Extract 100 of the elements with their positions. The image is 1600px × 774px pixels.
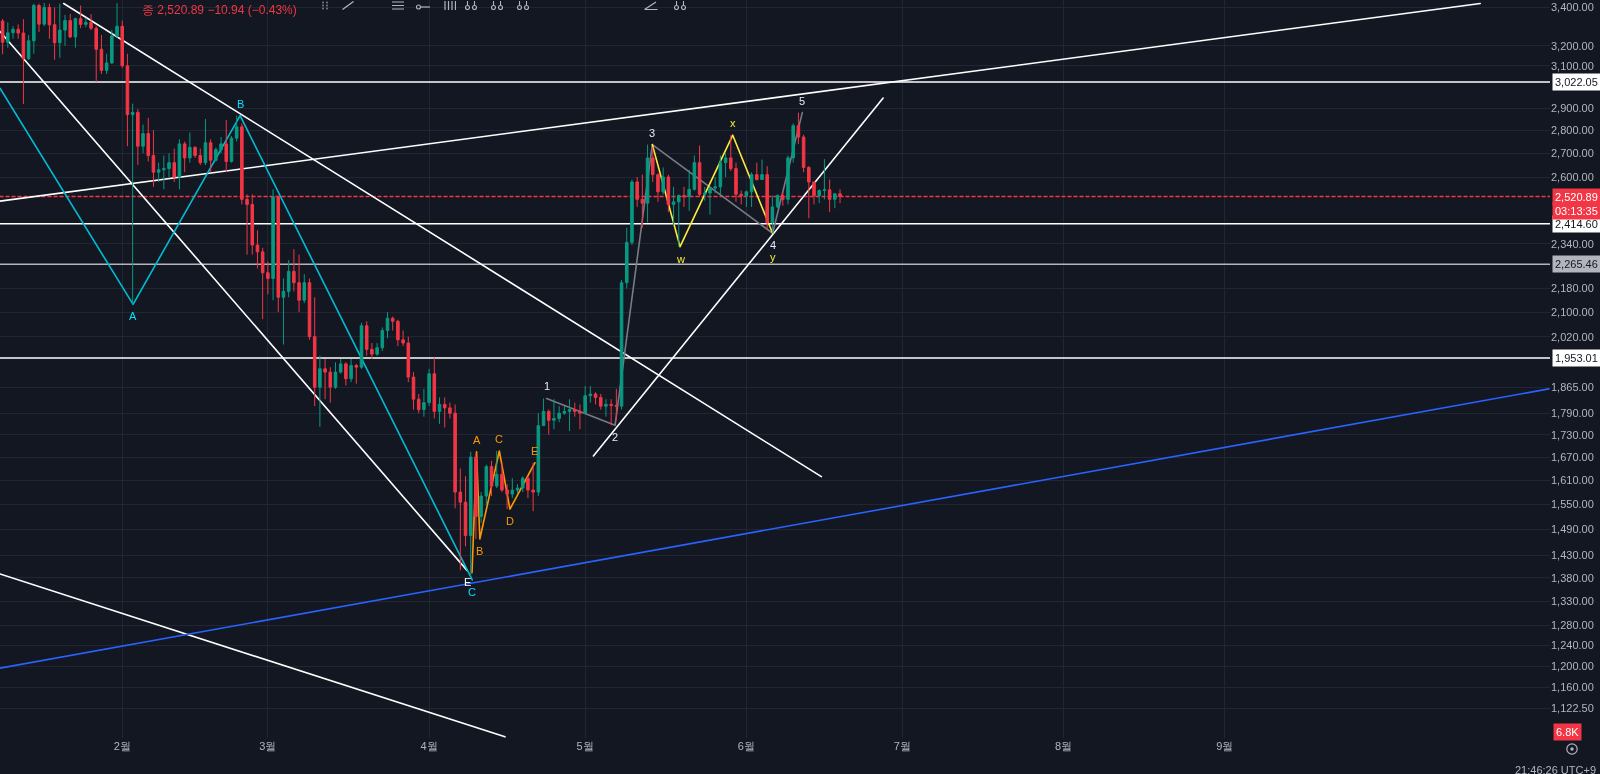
x-tick-label: 3월: [259, 740, 277, 752]
candlestick: [755, 162, 759, 182]
annotation: x: [730, 117, 736, 129]
y-tick-label: 3,100.00: [1551, 59, 1594, 72]
candlestick: [68, 13, 72, 39]
candlestick: [489, 460, 494, 497]
candlestick: [73, 17, 78, 49]
candlestick: [271, 188, 275, 301]
candlestick: [333, 361, 338, 390]
candlestick: [463, 475, 468, 547]
candlestick: [312, 296, 317, 407]
y-tick-label: 1,240.00: [1551, 639, 1594, 652]
candlestick: [468, 451, 473, 577]
candlestick: [203, 118, 208, 166]
candlestick: [474, 452, 478, 540]
text: 03:13:35: [1555, 205, 1598, 217]
candlestick: [411, 371, 416, 411]
candlestick: [42, 2, 46, 27]
annotation: 종 2,520.89 −10.94 (−0.43%): [142, 3, 297, 17]
candlestick: [385, 311, 390, 339]
y-tick-label: 1,730.00: [1551, 428, 1594, 441]
candlestick: [770, 195, 775, 234]
candlestick: [151, 129, 156, 188]
candlestick: [37, 3, 41, 33]
candlestick: [567, 398, 572, 432]
x-tick-label: 8월: [1055, 740, 1073, 752]
candlestick: [208, 138, 213, 173]
y-tick-label: 2,340.00: [1551, 237, 1594, 250]
candlestick: [224, 119, 229, 173]
candlestick: [177, 138, 182, 190]
y-tick-label: 1,790.00: [1551, 407, 1594, 420]
candlestick: [172, 148, 177, 183]
annotation: E: [531, 445, 539, 457]
annotation: A: [129, 310, 137, 322]
candlestick: [255, 229, 260, 269]
candlestick: [432, 357, 437, 419]
candlestick: [84, 17, 88, 28]
candlestick: [354, 363, 359, 385]
y-tick-label: 1,380.00: [1551, 571, 1594, 584]
x-tick-label: 2월: [113, 740, 131, 752]
candlestick: [775, 193, 780, 209]
y-tick-label: 1,330.00: [1551, 594, 1594, 607]
candlestick: [749, 171, 754, 208]
y-tick-label: 2,600.00: [1551, 170, 1594, 183]
candlestick: [146, 117, 151, 162]
x-tick-label: 6월: [737, 740, 755, 752]
candlestick: [796, 112, 801, 145]
candlestick: [760, 159, 764, 180]
candlestick: [437, 396, 442, 425]
y-tick-label: 1,200.00: [1551, 659, 1594, 672]
annotation: w: [676, 253, 685, 265]
annotation: B: [476, 545, 484, 557]
annotation: 1: [544, 380, 551, 392]
y-tick-label: 1,280.00: [1551, 619, 1594, 632]
ref-line-label: 1,953.01: [1555, 352, 1598, 364]
annotation: A: [473, 434, 481, 446]
candlestick: [661, 166, 665, 195]
y-tick-label: 1,865.00: [1551, 381, 1594, 394]
annotation: 4: [770, 239, 777, 251]
x-tick-label: 7월: [893, 740, 911, 752]
candlestick: [536, 412, 541, 497]
candlestick: [182, 141, 187, 173]
y-tick-label: 1,610.00: [1551, 474, 1594, 487]
y-tick-label: 3,400.00: [1551, 1, 1594, 14]
annotation: 3: [649, 127, 656, 139]
candlestick: [645, 144, 650, 223]
y-tick-label: 2,100.00: [1551, 305, 1594, 318]
candlestick: [598, 393, 603, 411]
annotation: 5: [799, 95, 806, 107]
annotation: C: [495, 433, 503, 445]
candlestick: [0, 18, 5, 55]
y-tick-label: 1,430.00: [1551, 549, 1594, 562]
y-tick-label: 1,670.00: [1551, 450, 1594, 463]
candlestick: [120, 20, 125, 69]
annotation: D: [506, 515, 514, 527]
text: 21:46:26 UTC+9: [1515, 764, 1597, 774]
candlestick: [349, 358, 353, 383]
candlestick: [520, 475, 525, 493]
candlestick: [494, 450, 499, 489]
candlestick: [344, 361, 348, 386]
candlestick: [604, 398, 608, 418]
x-tick-label: 9월: [1216, 740, 1234, 752]
y-tick-label: 2,700.00: [1551, 147, 1594, 160]
y-tick-label: 1,490.00: [1551, 523, 1594, 536]
candlestick: [744, 190, 749, 208]
candlestick: [286, 259, 291, 298]
candlestick: [281, 277, 286, 346]
candlestick: [510, 477, 515, 499]
annotation: 2: [612, 431, 619, 443]
candlestick: [302, 273, 307, 304]
candlestick: [593, 391, 598, 405]
y-tick-label: 3,200.00: [1551, 39, 1594, 52]
candlestick: [416, 393, 421, 414]
candlestick: [141, 124, 145, 154]
x-tick-label: 4월: [420, 740, 438, 752]
ref-line-label: 2,520.89: [1555, 191, 1598, 203]
candlestick: [52, 6, 57, 61]
candlestick: [47, 3, 52, 40]
y-tick-label: 1,122.50: [1551, 702, 1594, 715]
annotation: C: [468, 586, 476, 598]
